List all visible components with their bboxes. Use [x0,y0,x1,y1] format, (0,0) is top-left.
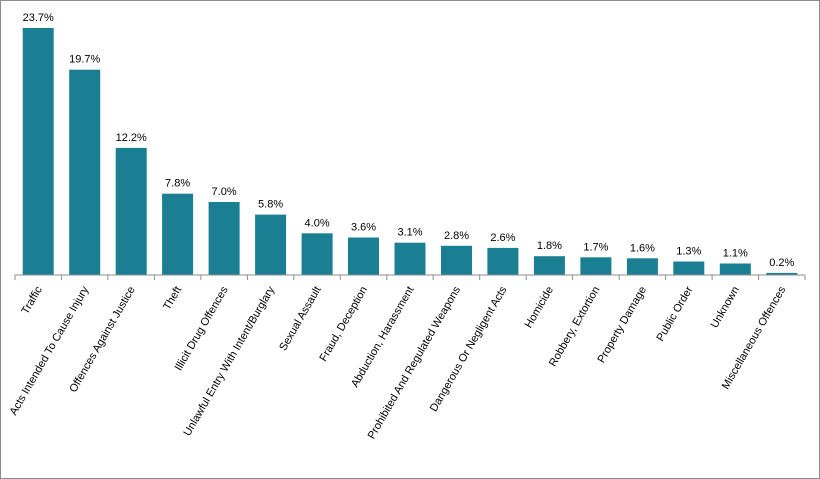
bar-2 [115,147,147,275]
category-label-14: Public Order [654,284,695,343]
data-label-5: 5.8% [258,199,283,211]
data-label-10: 2.6% [490,232,515,244]
bar-1 [69,69,101,275]
bar-10 [487,247,519,275]
category-label-4: Illicit Drug Offences [173,284,231,373]
bar-8 [394,242,426,275]
category-label-9: Prohibited And Regulated Weapons [366,284,464,441]
bar-7 [348,237,379,275]
data-label-4: 7.0% [212,186,237,198]
category-label-0: Traffic [19,284,45,316]
bar-9 [441,245,472,275]
data-label-2: 12.2% [116,132,147,144]
data-label-16: 0.2% [769,257,794,269]
data-label-3: 7.8% [165,178,190,190]
bar-15 [719,263,751,275]
data-label-1: 19.7% [69,54,100,66]
category-label-12: Robbery, Extortion [547,285,603,369]
data-label-15: 1.1% [723,248,748,260]
bar-0 [22,28,54,275]
data-label-8: 3.1% [397,227,422,239]
bar-4 [208,202,240,275]
category-label-5: Unlawful Entry With Intent/Burglary [182,284,278,438]
category-label-6: Sexual Assault [277,285,323,353]
bar-16 [766,272,798,275]
category-label-10: Dangerous Or Negligent Acts [428,284,510,414]
bar-13 [626,258,658,275]
data-label-11: 1.8% [537,240,562,252]
bar-5 [255,214,287,275]
data-label-0: 23.7% [23,12,54,24]
data-label-14: 1.3% [676,246,701,258]
category-label-13: Property Damage [595,285,649,366]
data-label-13: 1.6% [630,242,655,254]
bar-3 [162,193,194,275]
category-label-7: Fraud, Deception [318,285,371,364]
data-label-6: 4.0% [305,217,330,229]
data-label-7: 3.6% [351,222,376,234]
category-label-15: Unknown [709,285,742,331]
bar-11 [533,256,565,275]
bar-14 [673,261,705,275]
bar-6 [301,233,333,275]
bar-12 [580,257,612,275]
category-label-1: Acts Intended To Cause Injury [8,284,92,417]
data-label-9: 2.8% [444,230,469,242]
category-label-3: Theft [161,285,184,313]
category-label-11: Homicide [523,285,556,331]
data-label-12: 1.7% [583,241,608,253]
